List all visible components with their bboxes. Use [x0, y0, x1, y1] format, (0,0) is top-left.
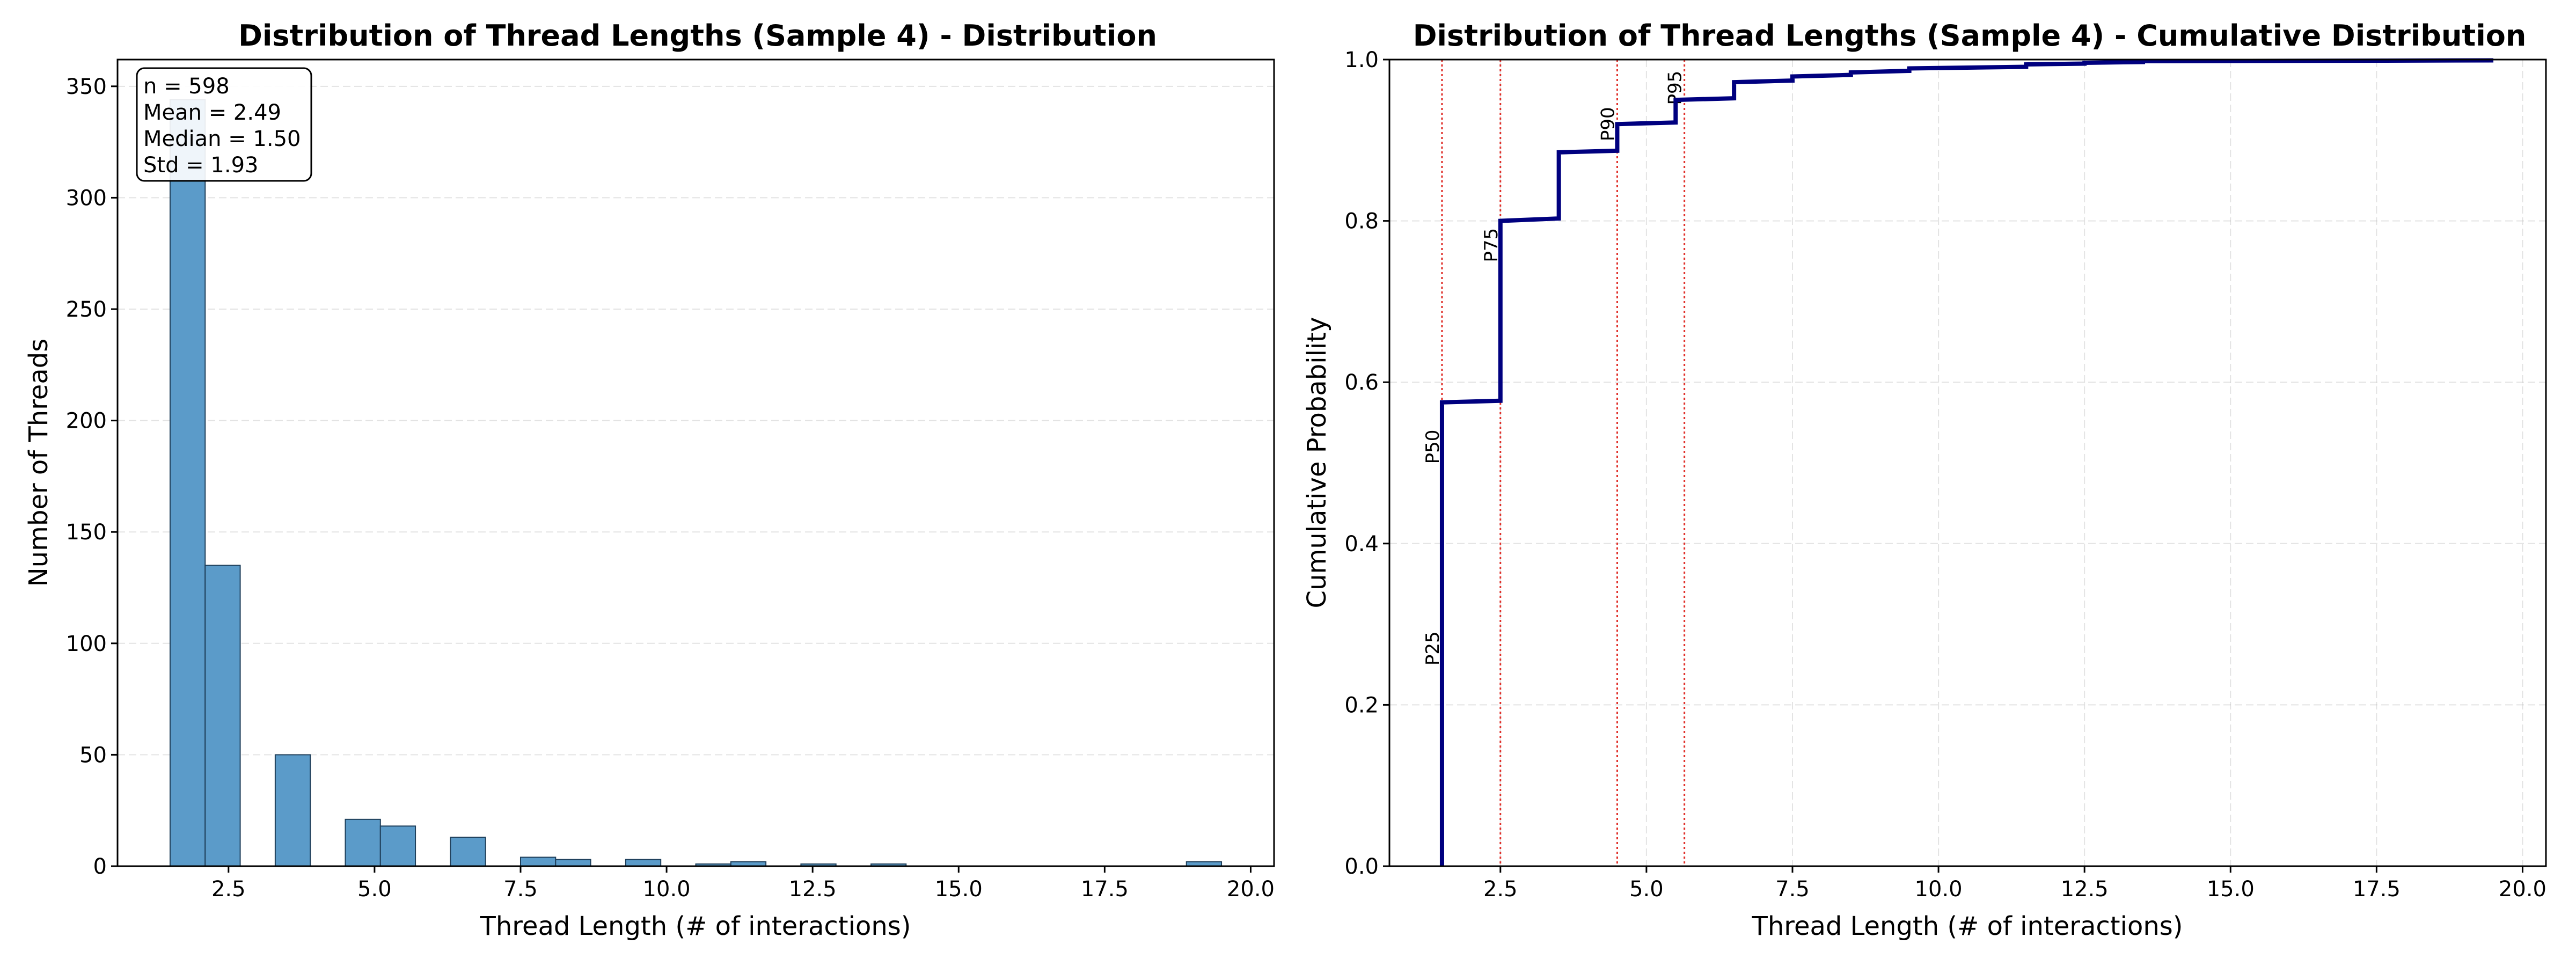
cdf-grid: [1389, 59, 2546, 867]
histogram-y-tick-label: 0: [93, 854, 107, 879]
cdf-x-tick-label: 10.0: [1915, 877, 1963, 902]
cdf-axes-frame: [1388, 58, 2547, 867]
cdf-panel: Distribution of Thread Lengths (Sample 4…: [1302, 19, 2547, 941]
histogram-x-tick-label: 20.0: [1227, 877, 1275, 902]
cdf-y-axis-label: Cumulative Probability: [1302, 317, 1332, 609]
cdf-y-tick-label: 0.6: [1344, 370, 1379, 395]
histogram-x-tick-label: 2.5: [211, 877, 246, 902]
cdf-x-tick-label: 12.5: [2061, 877, 2109, 902]
cdf-title: Distribution of Thread Lengths (Sample 4…: [1413, 19, 2527, 53]
histogram-x-tick-label: 17.5: [1081, 877, 1129, 902]
histogram-x-tick-label: 12.5: [789, 877, 837, 902]
stats-median: Median = 1.50: [143, 127, 301, 151]
cdf-y-ticks: 0.0 0.2 0.4 0.6 0.8 1.0: [1344, 48, 1389, 879]
histogram-y-ticks: 0 50 100 150 200 250 300 350: [66, 75, 118, 879]
histogram-x-tick-label: 5.0: [357, 877, 392, 902]
histogram-grid: [118, 85, 1274, 867]
histogram-y-axis-label: Number of Threads: [24, 339, 54, 587]
cdf-y-tick-label: 0.0: [1344, 854, 1379, 879]
cdf-x-tick-label: 20.0: [2499, 877, 2546, 902]
cdf-y-tick-label: 0.4: [1344, 532, 1379, 557]
histogram-bar: [625, 859, 662, 867]
stats-std: Std = 1.93: [143, 153, 258, 178]
cdf-x-tick-label: 15.0: [2207, 877, 2255, 902]
histogram-axes-frame: [116, 58, 1275, 867]
histogram-bar: [379, 825, 416, 867]
stats-n: n = 598: [143, 74, 230, 99]
histogram-bar: [519, 857, 557, 867]
histogram-x-tick-label: 10.0: [643, 877, 691, 902]
histogram-y-tick-label: 50: [79, 743, 107, 767]
stats-box: n = 598 Mean = 2.49 Median = 1.50 Std = …: [136, 67, 312, 182]
histogram-bars: [169, 99, 1223, 867]
histogram-x-ticks: 2.5 5.0 7.5 10.0 12.5 15.0 17.5 20.0: [211, 866, 1275, 902]
histogram-bar: [274, 754, 311, 867]
cdf-y-tick-label: 0.8: [1344, 209, 1379, 234]
histogram-x-tick-label: 15.0: [935, 877, 983, 902]
histogram-bar: [555, 859, 591, 867]
histogram-y-tick-label: 200: [66, 409, 107, 434]
cdf-x-tick-label: 17.5: [2353, 877, 2401, 902]
histogram-x-axis-label: Thread Length (# of interactions): [480, 911, 911, 941]
histogram-bar: [204, 565, 241, 867]
histogram-y-tick-label: 300: [66, 186, 107, 210]
cdf-y-tick-label: 1.0: [1344, 48, 1379, 72]
cdf-x-tick-label: 5.0: [1629, 877, 1664, 902]
cdf-line: [1439, 58, 2494, 866]
histogram-y-tick-label: 350: [66, 75, 107, 99]
histogram-y-tick-label: 250: [66, 297, 107, 322]
histogram-y-tick-label: 100: [66, 632, 107, 656]
cdf-x-axis-label: Thread Length (# of interactions): [1752, 911, 2183, 941]
cdf-y-tick-label: 0.2: [1344, 693, 1379, 718]
stats-mean: Mean = 2.49: [143, 100, 281, 125]
histogram-bar: [345, 818, 381, 867]
stats-box-frame: [136, 67, 312, 182]
histogram-bar: [450, 837, 486, 867]
cdf-x-tick-label: 2.5: [1483, 877, 1518, 902]
histogram-title: Distribution of Thread Lengths (Sample 4…: [238, 19, 1157, 53]
histogram-x-tick-label: 7.5: [503, 877, 538, 902]
cdf-line-layer: [1439, 58, 2494, 866]
histogram-bar: [169, 99, 206, 867]
cdf-x-ticks: 2.5 5.0 7.5 10.0 12.5 15.0 17.5 20.0: [1483, 866, 2546, 902]
cdf-x-tick-label: 7.5: [1775, 877, 1810, 902]
histogram-y-tick-label: 150: [66, 520, 107, 545]
histogram-panel: Distribution of Thread Lengths (Sample 4…: [24, 19, 1275, 941]
